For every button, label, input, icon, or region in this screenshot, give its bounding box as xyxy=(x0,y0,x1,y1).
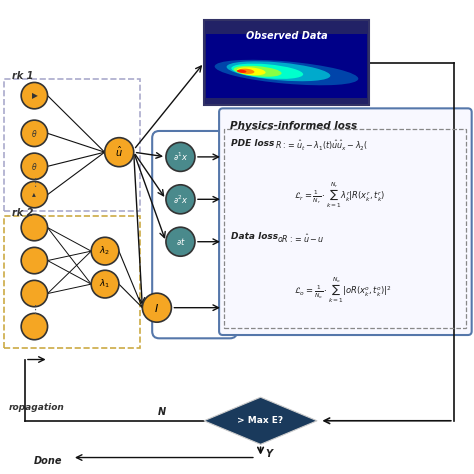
Circle shape xyxy=(166,227,195,256)
Text: $\partial^1 x$: $\partial^1 x$ xyxy=(173,151,188,163)
Text: $\lambda_2$: $\lambda_2$ xyxy=(100,245,110,257)
Text: > Max E?: > Max E? xyxy=(237,416,283,425)
Text: Physics-informed loss: Physics-informed loss xyxy=(230,120,357,131)
Text: Y: Y xyxy=(265,449,272,459)
Circle shape xyxy=(105,137,134,167)
Text: $\theta$: $\theta$ xyxy=(31,161,37,172)
Text: Observed Data: Observed Data xyxy=(246,31,328,41)
Circle shape xyxy=(21,153,47,180)
Text: $I$: $I$ xyxy=(155,301,159,314)
Text: N: N xyxy=(157,407,166,417)
Circle shape xyxy=(21,182,47,208)
Text: Data loss: Data loss xyxy=(231,232,278,241)
Text: $\mathcal{L}_o = \frac{1}{N_o}\cdot\sum_{k=1}^{N_o} |oR(x_k^o, t_k^o)|^2$: $\mathcal{L}_o = \frac{1}{N_o}\cdot\sum_… xyxy=(293,275,392,305)
Text: rk 2: rk 2 xyxy=(12,208,33,218)
Circle shape xyxy=(166,185,195,214)
Circle shape xyxy=(21,247,47,274)
Ellipse shape xyxy=(237,67,265,75)
Bar xyxy=(206,35,366,98)
Text: $\blacktriangle$: $\blacktriangle$ xyxy=(31,190,37,199)
Circle shape xyxy=(21,120,47,146)
Circle shape xyxy=(21,280,47,307)
Circle shape xyxy=(21,313,47,340)
Circle shape xyxy=(91,270,119,298)
Text: ⋮: ⋮ xyxy=(29,305,40,315)
Text: $\theta$: $\theta$ xyxy=(31,128,37,139)
Bar xyxy=(204,20,369,105)
Ellipse shape xyxy=(231,64,303,79)
Text: rk 1: rk 1 xyxy=(12,71,33,81)
Text: PDE loss: PDE loss xyxy=(231,139,275,148)
Text: $R:=\hat{u}_t - \lambda_1(t)\hat{u}\hat{u}_x - \lambda_2($: $R:=\hat{u}_t - \lambda_1(t)\hat{u}\hat{… xyxy=(275,139,368,154)
Circle shape xyxy=(21,214,47,241)
Ellipse shape xyxy=(237,70,246,73)
Circle shape xyxy=(142,293,172,322)
Text: $\partial t$: $\partial t$ xyxy=(175,236,185,247)
Ellipse shape xyxy=(215,60,358,85)
Text: $oR:=\hat{u}-u$: $oR:=\hat{u}-u$ xyxy=(277,232,325,245)
Text: $\mathcal{L}_r = \frac{1}{N_r}\cdot\sum_{k=1}^{N_r} \lambda_k^r|R(x_k^r, t_k^r)$: $\mathcal{L}_r = \frac{1}{N_r}\cdot\sum_… xyxy=(293,181,385,210)
Text: $\partial^2 x$: $\partial^2 x$ xyxy=(173,193,188,206)
Text: ropagation: ropagation xyxy=(9,403,64,412)
Circle shape xyxy=(166,142,195,172)
Text: $\blacktriangleright$: $\blacktriangleright$ xyxy=(30,90,39,101)
Text: Done: Done xyxy=(34,456,63,466)
Text: $\lambda_1$: $\lambda_1$ xyxy=(100,278,110,291)
Circle shape xyxy=(21,82,47,109)
FancyBboxPatch shape xyxy=(219,109,472,335)
Text: ⋮: ⋮ xyxy=(29,178,40,188)
Ellipse shape xyxy=(238,69,255,74)
Ellipse shape xyxy=(227,61,330,81)
Circle shape xyxy=(91,237,119,265)
Polygon shape xyxy=(204,397,317,444)
Text: $\hat{u}$: $\hat{u}$ xyxy=(115,145,123,159)
Ellipse shape xyxy=(234,66,282,77)
